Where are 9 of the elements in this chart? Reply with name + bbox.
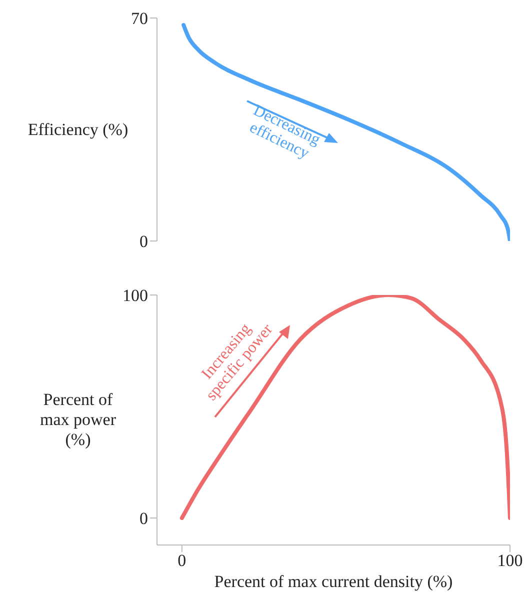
y-tick-label: 0 [140,232,148,252]
y-tick-label: 70 [131,9,148,28]
y-axis-title: Efficiency (%) [26,120,130,140]
line-series [180,295,510,520]
x-axis-title: Percent of max current density (%) [214,572,453,591]
y-tick-label: 100 [122,286,148,306]
line-series [182,23,510,241]
y-axis-title: Percent of max power (%) [38,390,117,450]
y-tick-label: 0 [140,509,148,528]
